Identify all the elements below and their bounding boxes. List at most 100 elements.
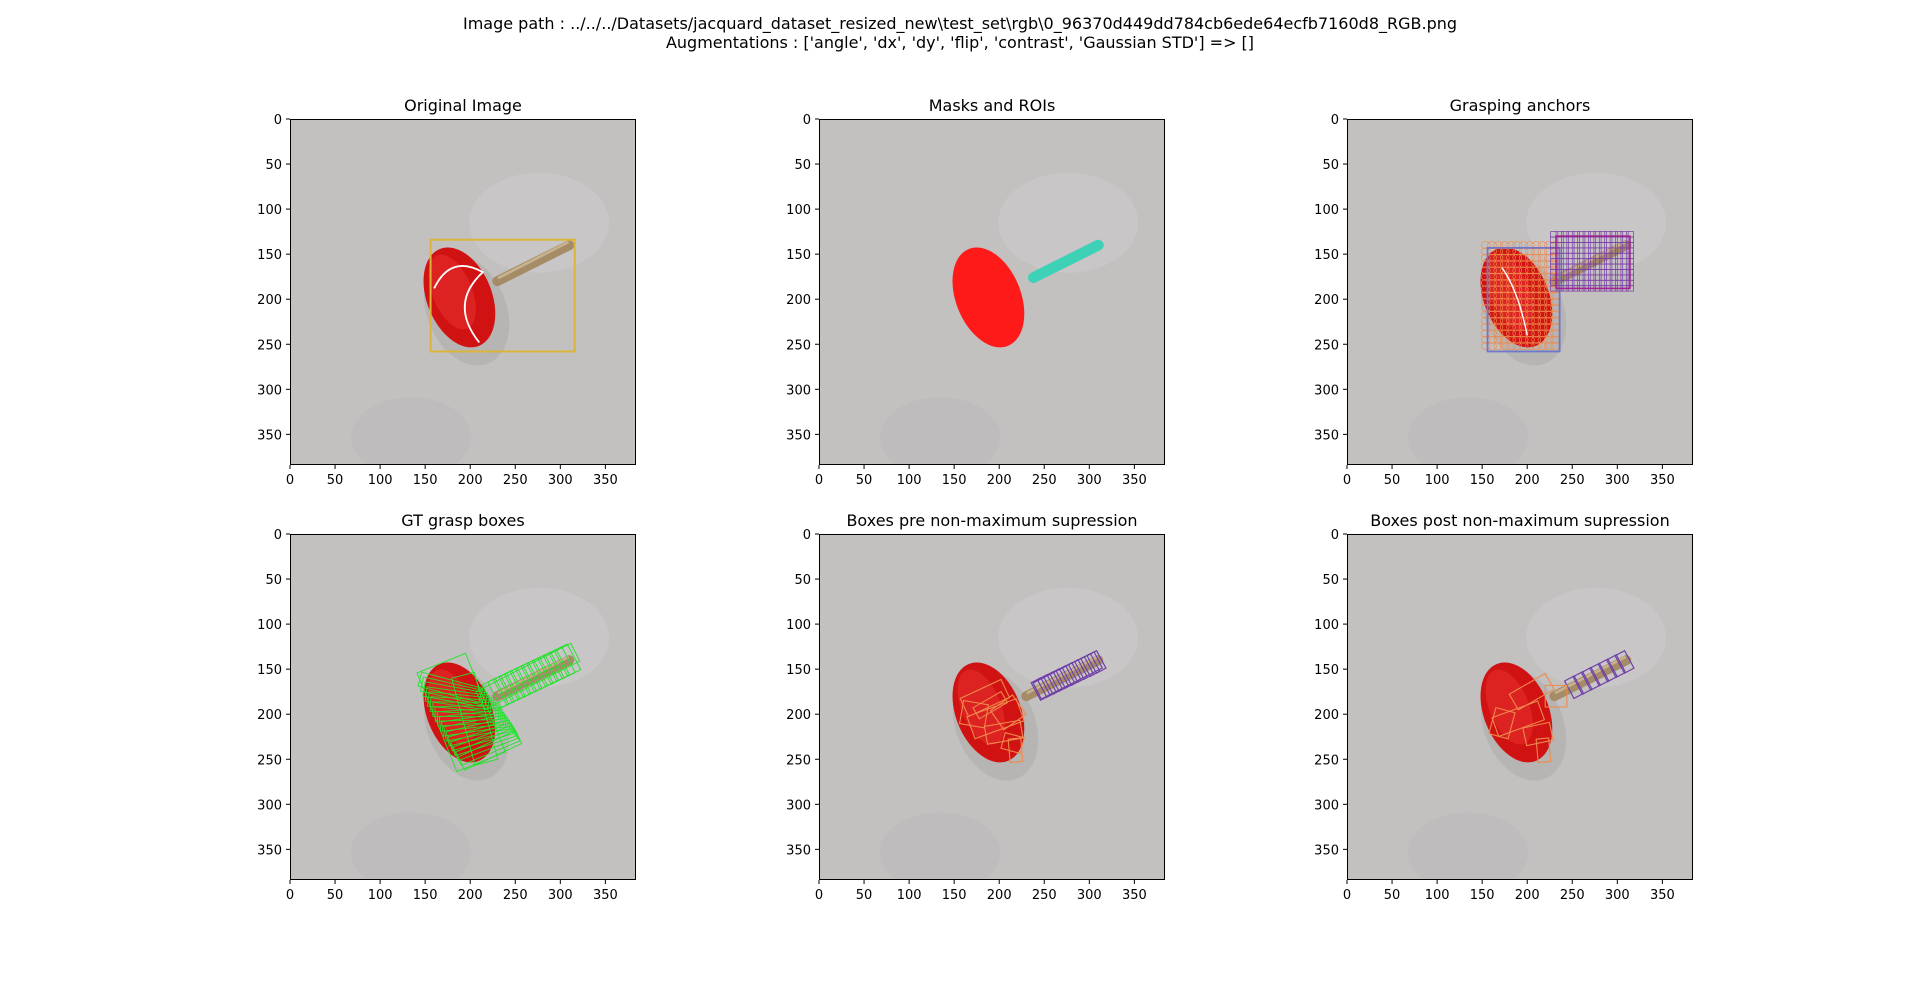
mask-outline	[433, 265, 485, 344]
y-tick-label: 200	[1314, 708, 1339, 723]
anchor-cup	[1531, 266, 1542, 275]
anchor-cup	[1525, 266, 1535, 275]
anchor-cup	[1480, 310, 1491, 319]
anchor-cup	[1537, 316, 1548, 325]
y-tick-label: 250	[1314, 338, 1339, 353]
anchor-cup	[1512, 323, 1523, 332]
anchor-cup	[1525, 335, 1535, 344]
anchor-cup	[1480, 266, 1491, 275]
subplot-title: Boxes pre non-maximum supression	[846, 511, 1137, 530]
anchor-cup	[1544, 335, 1554, 344]
anchor-cup	[1499, 310, 1510, 319]
anchor-cup	[1493, 260, 1504, 268]
subplot-title: Masks and ROIs	[929, 96, 1056, 115]
anchor-cup	[1499, 304, 1510, 313]
x-tick-label: 150	[413, 888, 438, 903]
anchor-cup	[1493, 285, 1504, 294]
y-tick-label: 150	[257, 248, 282, 263]
anchor-cup	[1506, 285, 1516, 294]
x-tick-label: 150	[1470, 888, 1495, 903]
anchor-cup	[1493, 316, 1504, 325]
pred-box	[1032, 651, 1104, 700]
anchor-cup	[1480, 342, 1491, 350]
anchor-cup	[1525, 304, 1535, 313]
y-tick-label: 50	[794, 573, 811, 588]
anchor-cup	[1537, 304, 1548, 313]
x-tick-label: 250	[503, 888, 528, 903]
anchor-cup	[1537, 272, 1548, 281]
nms-box	[1535, 737, 1552, 764]
x-tick-label: 100	[1425, 888, 1450, 903]
anchor-cup	[1480, 316, 1491, 325]
x-tick-label: 300	[1077, 888, 1102, 903]
x-tick-label: 0	[286, 473, 294, 488]
gt-box	[452, 724, 519, 762]
anchor-cup	[1537, 285, 1548, 294]
gt-box	[455, 727, 521, 766]
y-tick-label: 100	[257, 618, 282, 633]
x-tick-label: 100	[368, 888, 393, 903]
anchors-handle	[1550, 231, 1634, 292]
anchor-cup	[1512, 266, 1523, 275]
anchor-cup	[1499, 279, 1510, 287]
x-tick-label: 0	[815, 888, 823, 903]
background-texture	[469, 587, 610, 688]
gt-box	[451, 671, 499, 766]
gt-box	[424, 686, 491, 711]
anchor-cup	[1499, 342, 1510, 350]
anchor-cup	[1499, 297, 1510, 306]
axes-frame	[290, 119, 636, 465]
anchor-cup	[1544, 291, 1554, 300]
nms-box	[1508, 672, 1555, 711]
anchor-cup	[1493, 279, 1504, 287]
y-tick-label: 250	[257, 338, 282, 353]
anchor-cup	[1537, 297, 1548, 306]
x-tick-label: 150	[1470, 473, 1495, 488]
gt-box	[422, 681, 488, 708]
anchor-cup	[1506, 323, 1516, 332]
y-tick-label: 50	[1322, 158, 1339, 173]
y-tick-label: 50	[794, 158, 811, 173]
y-tick-label: 0	[274, 113, 282, 128]
gt-box	[450, 722, 516, 757]
anchor-cup	[1544, 285, 1554, 294]
handle-highlight	[497, 241, 569, 279]
x-tick-label: 50	[856, 473, 873, 488]
anchor-cup	[1537, 335, 1548, 344]
y-tick-label: 300	[1314, 383, 1339, 398]
anchor-cup	[1506, 335, 1516, 344]
anchor-cup	[1544, 342, 1554, 350]
nms-box	[1491, 700, 1546, 738]
y-tick-label: 50	[265, 573, 282, 588]
nms-box	[1522, 721, 1554, 747]
roi-box-cup	[1486, 246, 1561, 353]
x-tick-label: 100	[897, 473, 922, 488]
y-tick-label: 250	[1314, 753, 1339, 768]
anchor-cup	[1518, 260, 1529, 268]
y-tick-label: 200	[257, 293, 282, 308]
anchor-cup	[1506, 272, 1516, 281]
anchor-cup	[1512, 335, 1523, 344]
anchor-cup	[1493, 253, 1504, 262]
pred-boxes-handle	[1030, 649, 1107, 702]
y-tick-label: 350	[1314, 428, 1339, 443]
x-tick-label: 350	[1650, 473, 1675, 488]
figure-title-line1: Image path : ../../../Datasets/jacquard_…	[462, 14, 1458, 33]
y-tick-label: 300	[786, 383, 811, 398]
y-tick-label: 50	[265, 158, 282, 173]
mask-outline	[1501, 267, 1528, 336]
subplot-title: GT grasp boxes	[401, 511, 524, 530]
anchor-cup	[1525, 297, 1535, 306]
x-tick-label: 250	[1560, 888, 1585, 903]
anchor-cup	[1544, 329, 1554, 338]
anchor-cup	[1531, 279, 1542, 287]
anchor-cup	[1512, 316, 1523, 325]
anchor-cup	[1480, 297, 1491, 306]
anchor-cup	[1518, 285, 1529, 294]
anchor-cup	[1544, 272, 1554, 281]
background-texture	[880, 397, 1001, 465]
anchor-cup	[1493, 342, 1504, 350]
anchor-cup	[1518, 304, 1529, 313]
anchor-cup	[1544, 323, 1554, 332]
anchor-cup	[1518, 335, 1529, 344]
